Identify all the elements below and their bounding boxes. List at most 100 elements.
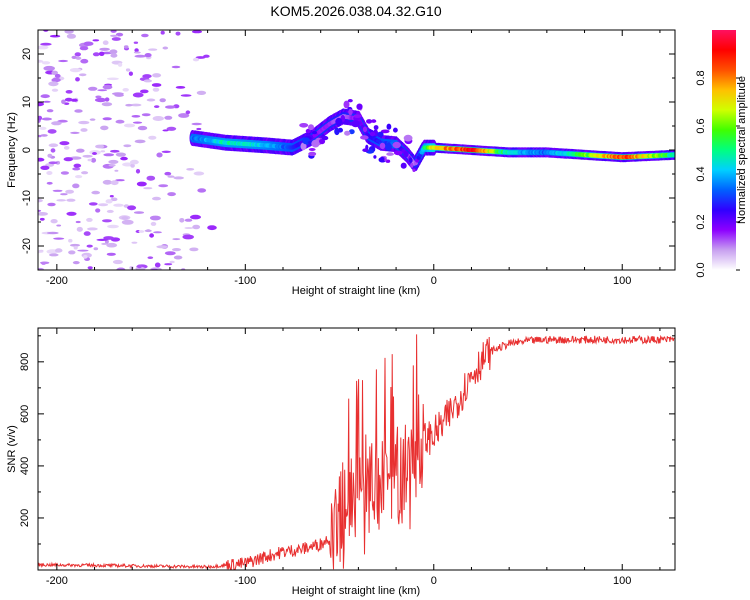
snr-panel: -200 -100 0 100 200 400 600 800 Height of strai… [6, 327, 676, 597]
noise-blob [135, 169, 141, 174]
noise-blob [164, 171, 172, 176]
scatter-blob [360, 135, 369, 140]
noise-blob [61, 99, 66, 105]
noise-blob [68, 250, 76, 255]
scatter-blob [318, 138, 326, 145]
noise-blob [49, 253, 59, 257]
noise-blob [144, 53, 152, 58]
scatter-blob [403, 134, 413, 142]
noise-blob [122, 88, 129, 92]
noise-blob [64, 97, 73, 102]
noise-blob [130, 163, 135, 168]
y-tick-label: 0 [21, 147, 33, 153]
noise-blob [162, 129, 169, 132]
noise-blob [93, 247, 99, 251]
noise-blob [60, 193, 68, 196]
noise-blob [164, 263, 173, 266]
scatter-blob [321, 135, 329, 141]
noise-blob [114, 169, 119, 172]
scatter-blob [351, 120, 360, 128]
noise-blob [130, 103, 142, 107]
noise-blob [158, 184, 169, 188]
noise-blob [80, 128, 88, 132]
noise-blob [190, 214, 201, 220]
noise-blob [178, 113, 190, 118]
colorbar-ticks: 0.0 0.2 0.4 0.6 0.8 [695, 70, 740, 278]
noise-blob [117, 62, 123, 67]
noise-blob [41, 117, 52, 121]
noise-blob [152, 73, 162, 78]
spectrogram-marks [38, 30, 675, 270]
scatter-blob [356, 103, 363, 110]
noise-blob [38, 267, 44, 270]
noise-blob [89, 118, 96, 121]
noise-blob [197, 188, 207, 193]
noise-blob [123, 45, 129, 49]
noise-blob [173, 176, 184, 180]
noise-blob [92, 152, 97, 155]
noise-blob [159, 98, 166, 103]
noise-blob [46, 171, 53, 175]
scatter-blob [308, 124, 314, 131]
noise-blob [98, 51, 105, 56]
noise-blob [86, 244, 93, 248]
noise-blob [138, 230, 145, 233]
noise-blob [51, 77, 61, 83]
noise-blob [148, 135, 157, 140]
noise-blob [40, 261, 50, 265]
noise-blob [164, 115, 173, 120]
colorbar-gradient [712, 30, 736, 270]
noise-blob [172, 238, 181, 241]
y-tick-label: -20 [21, 238, 33, 254]
noise-blob [189, 247, 199, 252]
noise-blob [203, 54, 210, 58]
noise-blob [180, 94, 192, 97]
noise-blob [182, 234, 194, 240]
noise-blob [91, 190, 100, 195]
scatter-blob [393, 150, 403, 156]
noise-blob [74, 52, 82, 57]
noise-blob [167, 175, 175, 178]
noise-blob [80, 58, 89, 64]
noise-blob [121, 219, 134, 225]
noise-blob [87, 227, 98, 231]
scatter-blob [353, 114, 362, 118]
noise-blob [133, 211, 145, 214]
noise-blob [87, 266, 93, 270]
noise-blob [137, 264, 142, 269]
noise-blob [66, 211, 77, 216]
noise-blob [192, 224, 201, 230]
scatter-blob [344, 130, 351, 136]
noise-blob [58, 59, 69, 63]
scatter-blob [377, 131, 384, 138]
noise-blob [196, 90, 207, 95]
scatter-blob [366, 119, 373, 124]
noise-blob [63, 146, 70, 150]
snr-y-label: SNR (v/v) [6, 425, 18, 473]
scatter-blob [385, 142, 392, 151]
y-tick-label: -10 [21, 190, 33, 206]
noise-blob [105, 199, 113, 204]
noise-blob [46, 109, 54, 113]
noise-blob [120, 156, 128, 161]
noise-blob [38, 59, 44, 63]
noise-blob [191, 122, 202, 126]
noise-blob [66, 198, 76, 202]
noise-blob [87, 158, 92, 162]
noise-blob [102, 179, 113, 185]
noise-blob [40, 134, 48, 137]
noise-blob [111, 92, 124, 96]
x-tick-label: 100 [613, 275, 631, 287]
y-tick-label: 200 [19, 509, 31, 527]
noise-blob [110, 30, 117, 33]
noise-blob [72, 167, 81, 171]
noise-blob [51, 88, 59, 92]
noise-blob [40, 165, 50, 170]
scatter-blob [393, 127, 398, 133]
noise-blob [56, 224, 62, 227]
x-tick-label: -200 [46, 575, 68, 587]
noise-blob [73, 245, 78, 250]
noise-blob [129, 266, 134, 270]
scatter-blob [379, 142, 386, 150]
noise-blob [98, 203, 109, 207]
